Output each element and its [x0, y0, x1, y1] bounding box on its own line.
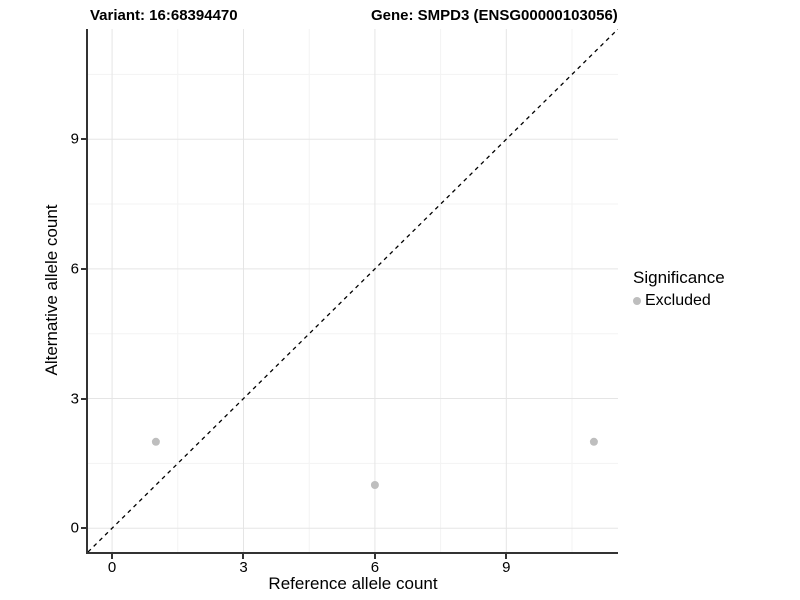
identity-reference-line — [88, 29, 618, 552]
y-axis-tick — [81, 397, 86, 400]
y-tick-label: 6 — [70, 260, 79, 278]
x-tick-label: 3 — [239, 559, 248, 576]
x-tick-label: 0 — [107, 559, 117, 576]
legend-point-swatch — [633, 297, 641, 305]
plot-title-gene: Gene: SMPD3 (ENSG00000103056) — [371, 7, 618, 24]
data-point — [589, 437, 598, 446]
x-tick-label: 9 — [502, 559, 511, 576]
x-tick-label: 6 — [370, 559, 380, 576]
y-axis-tick — [81, 267, 86, 270]
y-tick-label: 0 — [70, 519, 79, 537]
legend-item-excluded: Excluded — [633, 292, 725, 310]
data-point — [370, 481, 379, 490]
x-axis-tick — [111, 554, 114, 559]
y-tick-label: 3 — [70, 390, 79, 408]
x-axis-title: Reference allele count — [268, 574, 438, 593]
y-axis-tick — [81, 527, 86, 530]
legend-item-label: Excluded — [645, 292, 711, 309]
x-axis-tick — [373, 554, 376, 559]
x-axis-tick — [505, 554, 508, 559]
plot-panel — [86, 29, 618, 554]
legend-title: Significance — [633, 268, 725, 287]
x-axis-tick — [242, 554, 245, 559]
legend: Significance Excluded — [633, 268, 725, 310]
y-axis-title: Alternative allele count — [42, 204, 61, 376]
plot-title-variant: Variant: 16:68394470 — [90, 7, 238, 24]
chart-canvas — [88, 29, 618, 552]
y-tick-label: 9 — [70, 130, 79, 148]
y-axis-tick — [81, 138, 86, 141]
data-point — [151, 437, 160, 446]
